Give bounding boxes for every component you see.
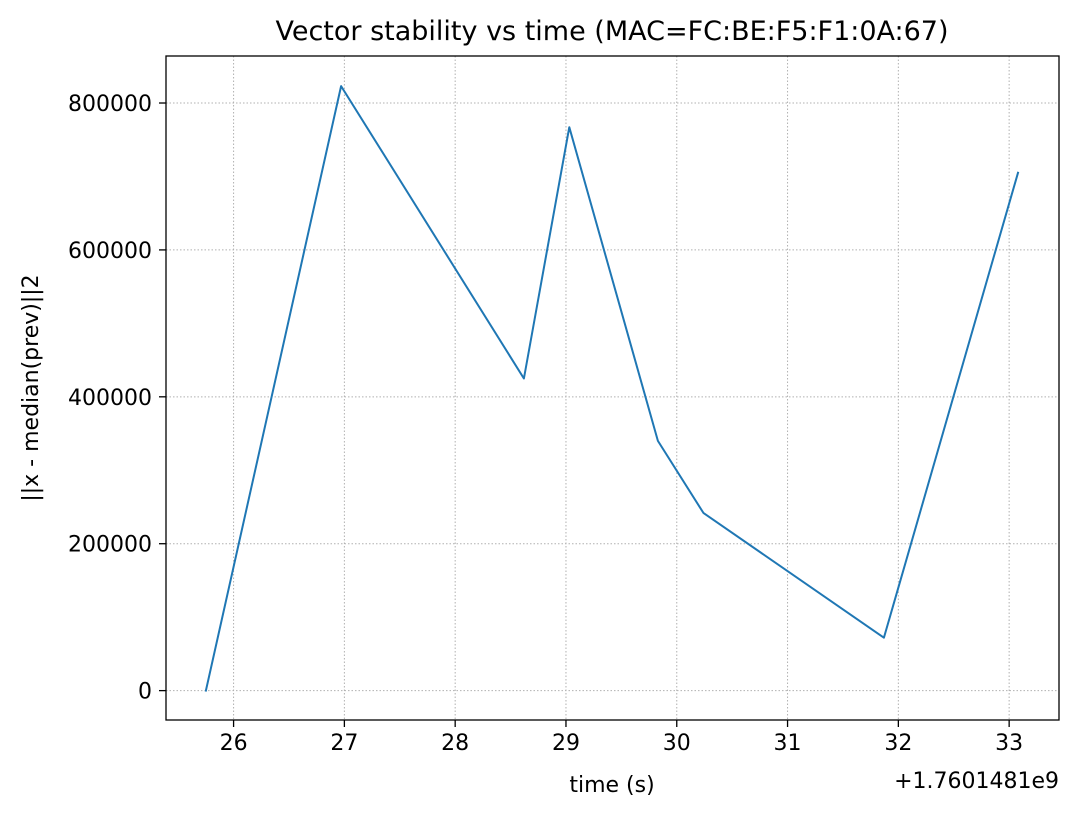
series-layer xyxy=(204,85,1020,692)
x-offset-label: +1.7601481e9 xyxy=(894,769,1059,794)
y-tick-label: 600000 xyxy=(68,239,152,264)
x-tick-label: 28 xyxy=(441,731,469,756)
y-tick-label: 200000 xyxy=(68,533,152,558)
x-tick-label: 33 xyxy=(995,731,1023,756)
x-axis: 26 27 28 29 30 31 32 33 xyxy=(220,720,1023,756)
x-tick-label: 29 xyxy=(552,731,580,756)
x-tick-label: 27 xyxy=(330,731,358,756)
y-tick-label: 800000 xyxy=(68,92,152,117)
axes-frame xyxy=(165,55,1060,721)
y-axis: 0 200000 400000 600000 800000 xyxy=(68,92,166,705)
y-tick-label: 0 xyxy=(138,680,152,705)
x-tick-label: 32 xyxy=(884,731,912,756)
x-tick-label: 31 xyxy=(774,731,802,756)
grid xyxy=(166,56,1059,720)
series-line xyxy=(204,85,1020,692)
y-axis-label: ||x - median(prev)||2 xyxy=(19,274,44,501)
y-tick-label: 400000 xyxy=(68,386,152,411)
x-axis-label: time (s) xyxy=(569,773,654,798)
x-tick-label: 30 xyxy=(663,731,691,756)
chart-title: Vector stability vs time (MAC=FC:BE:F5:F… xyxy=(275,16,948,47)
x-tick-label: 26 xyxy=(220,731,248,756)
